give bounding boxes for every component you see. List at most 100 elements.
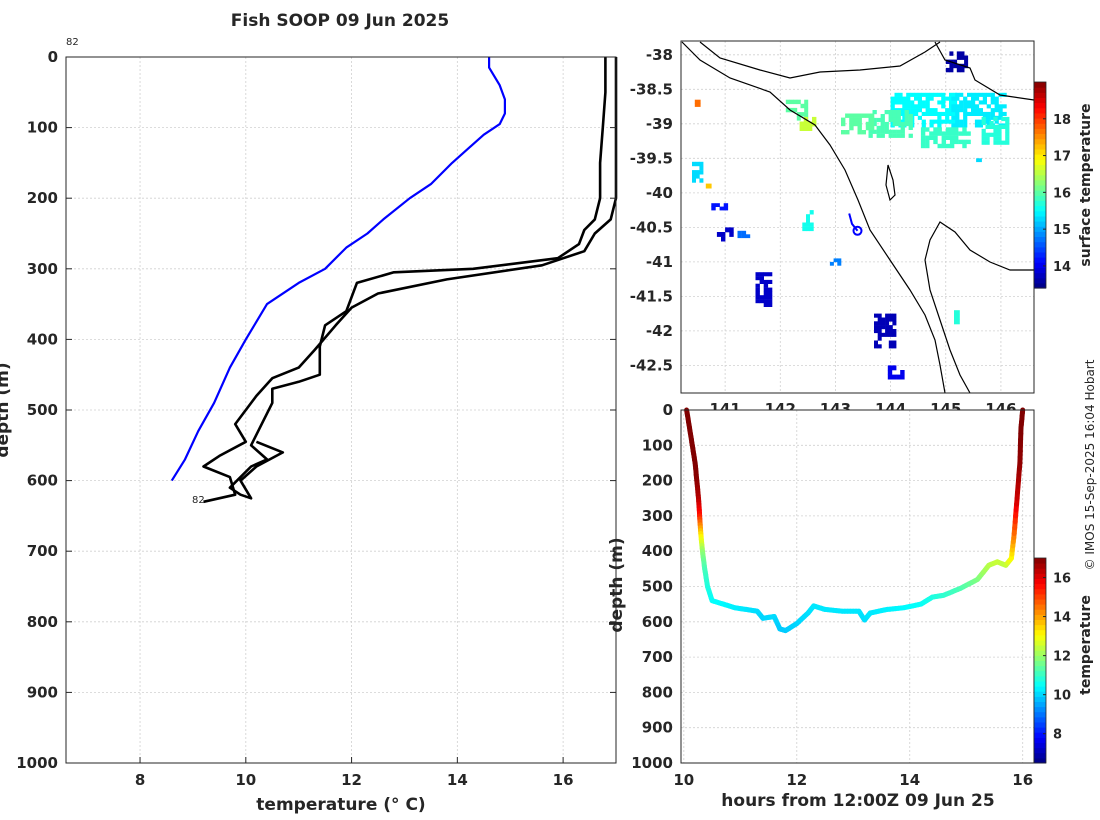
map-sst-cell [888,114,893,119]
map-sst-cell [945,127,951,132]
map-sst-cell [692,170,696,175]
map-sst-cell [876,129,881,134]
map-colorbar-segment [1034,102,1046,109]
map-sst-cell [902,104,907,109]
map-sst-cell [974,111,980,116]
map-colorbar-segment [1034,272,1046,279]
map-sst-cell [807,121,813,127]
map-sst-cell [906,100,911,105]
map-sst-cell [877,321,882,326]
map-sst-cell [892,329,897,334]
profile-ytick-label: 300 [27,260,58,278]
map-sst-cell [997,136,1002,141]
map-sst-cell [978,100,983,105]
map-sst-cell [986,119,991,124]
map-sst-cell [894,92,899,97]
map-sst-cell [737,230,742,235]
map-sst-cell [892,332,897,337]
section-colorbar-tick-label: 8 [1053,728,1062,743]
map-sst-cell [921,111,926,116]
map-sst-cell [967,111,972,116]
map-sst-cell [937,131,942,136]
map-sst-cell [955,104,960,109]
map-sst-cell [884,110,889,115]
map-sst-cell [945,131,951,136]
map-sst-cell [716,232,722,237]
map-sst-cell [990,92,995,97]
map-sst-cell [933,139,938,145]
map-sst-cell [981,140,986,145]
map-colorbar-segment [1034,190,1046,196]
map-sst-cell [959,92,964,97]
map-sst-cell [920,131,926,136]
map-sst-cell [971,100,976,105]
map-coastline [681,41,1035,394]
map-sst-cell [941,96,946,101]
map-sst-cell [910,108,915,113]
map-sst-cell [908,125,913,130]
map-sst-cell [809,226,814,232]
map-sst-cell [941,139,946,145]
profile-annotation-bottom: 82 [192,495,205,506]
map-sst-cell [1005,136,1010,141]
figure-title: Fish SOOP 09 Jun 2025 [231,11,449,31]
map-colorbar-segment [1034,282,1046,289]
map-sst-cell [888,340,893,345]
map-sst-cell [949,96,954,101]
map-sst-cell [951,123,956,128]
map-sst-cell [877,332,882,337]
map-sst-cell [981,128,986,133]
map-sst-cell [937,92,942,97]
section-ytick-label: 300 [642,507,673,525]
section-colorbar-segment [1034,691,1046,697]
map-sst-cell [884,129,889,134]
map-sst-cell [880,114,885,119]
map-sst-cell [763,291,769,296]
map-sst-cell [892,317,897,322]
map-sst-cell [949,100,954,105]
map-sst-cell [861,113,866,118]
map-sst-cell [941,135,946,140]
map-colorbar-segment [1034,107,1046,114]
map-sst-cell [1001,124,1006,129]
map-sst-cell [958,131,963,136]
map-sst-cell [804,107,809,113]
map-colorbar-segment [1034,82,1046,88]
map-sst-cell [921,123,926,128]
map-sst-cell [933,111,938,116]
map-sst-cell [914,111,919,116]
map-sst-cell [974,96,980,101]
map-sst-cell [954,131,959,136]
map-sst-cell [993,136,998,141]
map-sst-cell [955,108,960,113]
map-sst-cell [874,340,878,345]
section-colorbar-label: temperature [1078,595,1094,695]
map-sst-cell [857,121,862,127]
map-sst-cell [896,121,901,127]
map-sst-cell [877,313,882,318]
map-sst-cell [937,127,942,132]
map-sst-cell [910,92,915,97]
map-sst-cell [906,96,911,101]
profile-ylabel: depth (m) [0,362,13,457]
map-sst-cell [869,113,875,118]
map-sst-cell [933,131,938,136]
section-colorbar-segment [1034,578,1046,585]
map-sst-cell [874,329,878,334]
profile-xtick-label: 8 [135,771,145,789]
map-sst-cell [959,108,964,113]
map-sst-cell [796,116,801,121]
map-sst-cell [705,183,712,189]
map-sst-cell [755,295,760,300]
map-sst-cell [721,236,726,242]
section-colorbar-segment [1034,614,1046,620]
map-sst-cell [880,121,885,127]
map-sst-cell [994,104,999,109]
map-colorbar-tick-label: 18 [1053,113,1071,128]
section-colorbar-segment [1034,619,1046,626]
section-colorbar-segment [1034,706,1046,713]
map-sst-cell [989,132,994,137]
section-xtick-label: 12 [786,771,807,789]
section-ytick-label: 800 [642,683,673,701]
map-sst-cell [796,99,801,105]
